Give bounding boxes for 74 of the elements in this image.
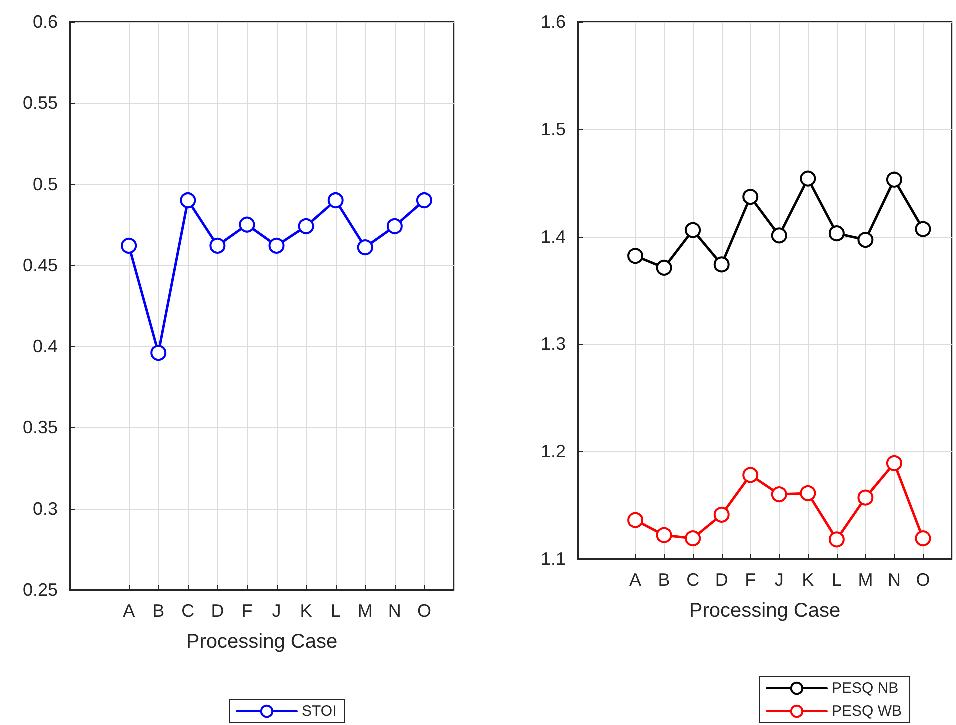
y-tick-label: 1.2 — [540, 442, 566, 462]
point — [800, 485, 816, 502]
point — [742, 467, 759, 484]
x-tick-label: D — [211, 601, 224, 621]
x-tick-label: K — [802, 570, 814, 590]
y-tick-label: 1.1 — [540, 549, 566, 569]
y-tick-label: 0.45 — [22, 255, 58, 276]
legend-label: STOI — [302, 703, 337, 720]
point — [742, 189, 759, 206]
point — [771, 228, 788, 244]
legend-label: PESQ NB — [832, 680, 899, 697]
x-tick-label: B — [152, 601, 165, 621]
y-tick-label: 0.6 — [32, 12, 58, 32]
point — [628, 512, 644, 528]
y-tick-label: 1.4 — [540, 226, 566, 247]
point — [800, 170, 816, 187]
point — [386, 218, 403, 234]
y-tick-label: 0.3 — [32, 498, 58, 519]
x-tick-label: A — [123, 601, 136, 621]
x-tick-label: O — [916, 570, 930, 590]
x-tick-label: A — [630, 570, 642, 590]
point — [121, 238, 138, 254]
x-tick-label: L — [832, 570, 842, 590]
point — [915, 530, 932, 547]
point — [416, 192, 432, 209]
x-tick-label: M — [858, 570, 874, 590]
point — [268, 238, 285, 254]
x-tick-label: D — [715, 570, 728, 590]
x-tick-label: M — [358, 601, 373, 621]
x-axis-title: Processing Case — [186, 631, 338, 653]
y-tick-label: 0.4 — [32, 336, 58, 357]
x-tick-label: N — [388, 601, 402, 621]
x-tick-label: B — [658, 570, 670, 590]
y-tick-label: 0.25 — [22, 580, 58, 600]
point — [628, 248, 644, 264]
y-tick-label: 1.5 — [540, 119, 566, 140]
point — [858, 232, 874, 248]
y-tick-label: 1.3 — [540, 334, 566, 354]
x-tick-label: F — [242, 601, 253, 621]
point — [915, 221, 932, 238]
x-tick-label: L — [330, 601, 341, 621]
point — [828, 532, 845, 548]
x-tick-label: O — [417, 601, 432, 621]
point — [328, 192, 344, 209]
point — [357, 240, 374, 256]
point — [828, 226, 845, 242]
y-tick-label: 1.6 — [540, 12, 566, 32]
x-tick-label: N — [888, 570, 901, 590]
y-tick-label: 0.35 — [22, 418, 58, 438]
point — [656, 260, 672, 276]
point — [858, 490, 874, 506]
x-tick-label: C — [686, 570, 700, 590]
point — [656, 527, 672, 544]
x-tick-label: F — [745, 570, 756, 590]
point — [150, 345, 167, 362]
x-tick-label: J — [774, 570, 784, 590]
point — [714, 506, 730, 523]
point — [180, 192, 196, 209]
x-tick-label: J — [272, 601, 282, 621]
point — [239, 216, 256, 233]
x-tick-label: C — [182, 601, 195, 621]
legend-label: PESQ WB — [832, 703, 902, 720]
point — [210, 238, 226, 254]
point — [685, 222, 702, 238]
y-tick-label: 0.5 — [32, 174, 58, 194]
point — [886, 172, 902, 188]
x-tick-label: K — [300, 601, 312, 621]
point — [714, 256, 730, 273]
point — [886, 455, 902, 472]
point — [298, 218, 314, 234]
point — [771, 486, 788, 503]
point — [685, 530, 702, 547]
y-tick-label: 0.55 — [22, 93, 58, 114]
x-axis-title: Processing Case — [689, 600, 841, 622]
